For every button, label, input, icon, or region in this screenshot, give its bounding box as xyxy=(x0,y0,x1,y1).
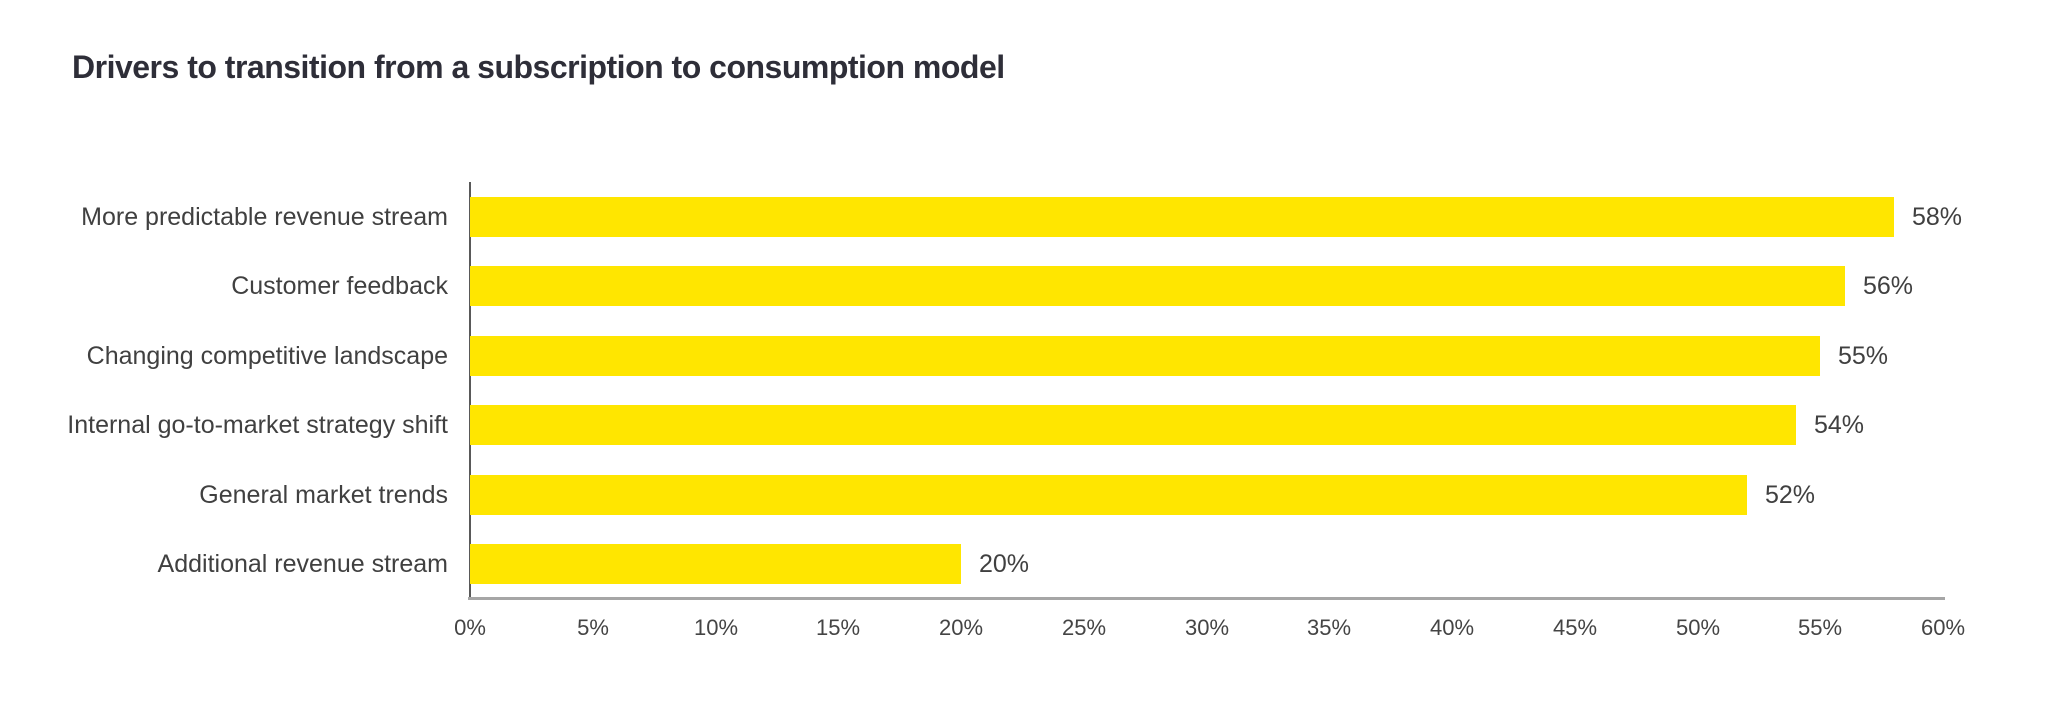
bar xyxy=(470,544,961,584)
bar xyxy=(470,405,1796,445)
value-label: 52% xyxy=(1765,481,1816,509)
category-label: Changing competitive landscape xyxy=(86,342,448,370)
category-label: General market trends xyxy=(199,481,448,509)
x-tick-label: 60% xyxy=(1920,615,1966,640)
category-label: More predictable revenue stream xyxy=(81,203,448,231)
bar xyxy=(470,336,1820,376)
bar xyxy=(470,266,1845,306)
x-tick-label: 20% xyxy=(938,615,984,640)
category-label: Customer feedback xyxy=(231,272,448,300)
value-label: 55% xyxy=(1838,342,1889,370)
x-tick-label: 35% xyxy=(1306,615,1352,640)
value-label: 56% xyxy=(1863,272,1914,300)
x-tick-label: 15% xyxy=(815,615,861,640)
bar xyxy=(470,475,1747,515)
bar xyxy=(470,197,1894,237)
category-label: Additional revenue stream xyxy=(157,550,448,578)
value-label: 20% xyxy=(979,550,1030,578)
x-tick-label: 50% xyxy=(1675,615,1721,640)
x-tick-label: 55% xyxy=(1797,615,1843,640)
value-label: 58% xyxy=(1912,203,1963,231)
x-tick-label: 40% xyxy=(1429,615,1475,640)
x-tick-label: 25% xyxy=(1061,615,1107,640)
chart-title: Drivers to transition from a subscriptio… xyxy=(72,49,1005,85)
x-tick-label: 10% xyxy=(693,615,739,640)
x-tick-label: 45% xyxy=(1552,615,1598,640)
category-label: Internal go-to-market strategy shift xyxy=(67,411,448,439)
x-tick-label: 5% xyxy=(577,615,609,640)
y-axis-line xyxy=(469,182,471,600)
value-label: 54% xyxy=(1814,411,1865,439)
x-axis-line xyxy=(468,597,1945,600)
x-tick-label: 30% xyxy=(1184,615,1230,640)
x-tick-label: 0% xyxy=(454,615,486,640)
